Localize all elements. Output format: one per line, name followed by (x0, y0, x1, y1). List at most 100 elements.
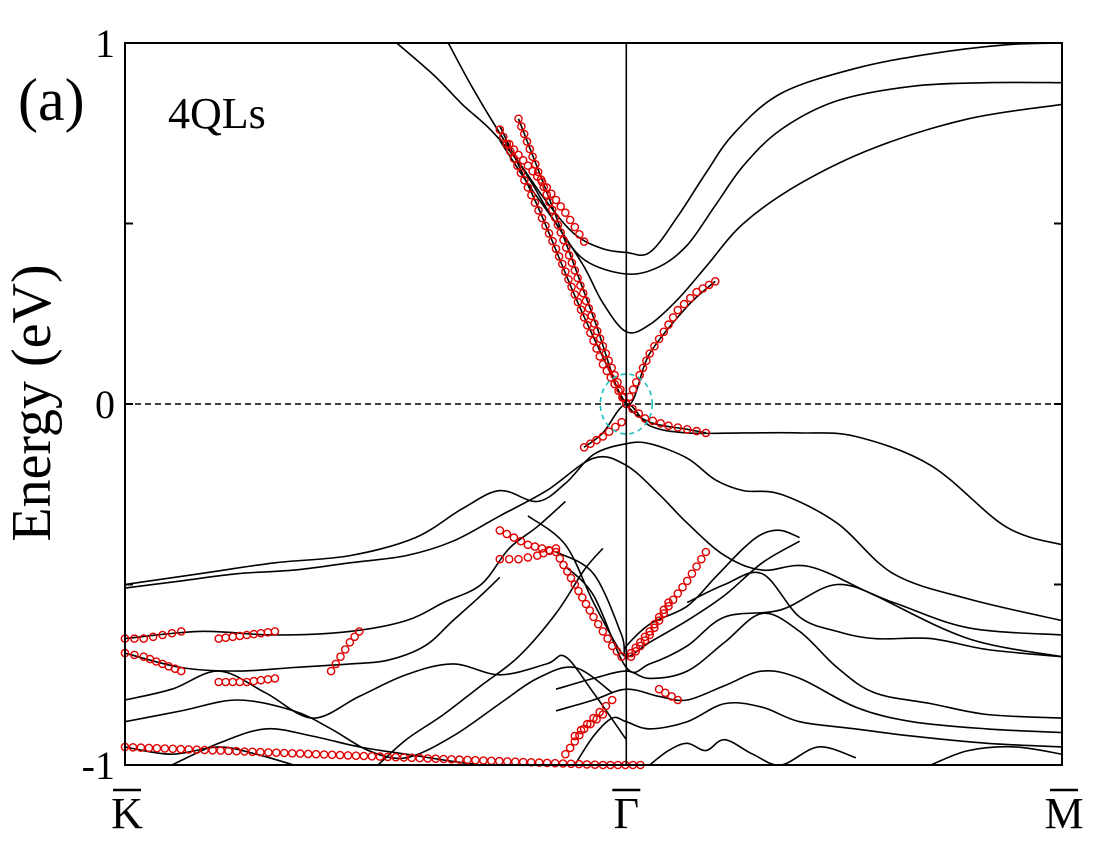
weighted-state-marker (628, 385, 638, 394)
weighted-state-marker (555, 554, 565, 563)
weighted-state-marker (563, 567, 572, 576)
weighted-state-marker (541, 221, 550, 231)
weighted-state-marker (528, 152, 537, 161)
band-line-18 (686, 571, 1062, 658)
weighted-state-marker (678, 582, 687, 592)
weighted-state-marker (640, 414, 650, 423)
y-axis-ticks: 1 0 -1 (82, 21, 1062, 788)
weighted-state-marker (495, 554, 505, 564)
weighted-state-marker (513, 161, 522, 170)
weighted-state-marker (664, 598, 673, 607)
weighted-state-marker (553, 220, 563, 230)
k-point-text: K (111, 789, 143, 838)
weighted-state-marker (176, 744, 186, 754)
weighted-state-marker (495, 526, 505, 535)
weighted-state-marker (527, 190, 536, 200)
weighted-state-marker (559, 235, 568, 245)
panel-label: (a) (18, 67, 85, 133)
weighted-state-marker (612, 647, 622, 656)
weighted-state-marker (570, 222, 580, 232)
weighted-state-marker (311, 749, 321, 759)
weighted-state-marker (576, 305, 586, 315)
weighted-state-marker (471, 755, 480, 765)
weighted-state-marker (659, 327, 669, 337)
weighted-state-marker (573, 273, 582, 283)
weighted-state-marker (455, 755, 464, 764)
weighted-state-marker (561, 749, 570, 759)
weighted-state-marker (564, 250, 574, 260)
weighted-state-marker (326, 666, 336, 676)
weighted-state-marker (176, 666, 186, 676)
weighted-state-marker (547, 189, 556, 198)
weighted-state-marker (502, 529, 512, 539)
weighted-state-marker (565, 215, 575, 225)
weighted-state-marker (537, 177, 547, 187)
weighted-state-marker (650, 341, 659, 351)
weighted-state-marker (654, 334, 664, 344)
weighted-state-marker (634, 409, 644, 418)
weighted-state-marker (704, 280, 714, 290)
k-point-label-1: Γ (612, 788, 641, 838)
band-line-23 (930, 745, 1062, 765)
weighted-state-marker (564, 274, 573, 284)
weighted-state-marker (542, 758, 552, 768)
weighted-state-marker (632, 377, 641, 387)
weighted-state-marker (530, 198, 540, 207)
weighted-state-marker (139, 634, 148, 643)
weighted-state-marker (697, 554, 706, 564)
weighted-state-marker (576, 281, 585, 290)
layer-count-annotation: 4QLs (168, 89, 266, 138)
weighted-state-series-9 (495, 526, 626, 662)
weighted-state-marker (648, 416, 658, 426)
weighted-state-marker (270, 674, 280, 683)
weighted-state-series-7 (214, 674, 280, 687)
weighted-state-marker (327, 750, 337, 760)
band-line-19 (555, 612, 1062, 719)
weighted-state-marker (136, 743, 146, 752)
weighted-state-marker (534, 206, 543, 215)
band-line-2 (499, 103, 1062, 334)
weighted-state-marker (523, 553, 533, 562)
weighted-state-marker (701, 428, 711, 438)
weighted-state-marker (562, 243, 571, 252)
k-point-label-0: K (111, 788, 143, 838)
weighted-state-marker (375, 752, 385, 761)
weighted-state-marker (679, 299, 689, 309)
y-tick-label: -1 (82, 743, 115, 788)
weighted-state-marker (335, 750, 345, 760)
weighted-state-marker (518, 155, 528, 165)
weighted-state-marker (673, 695, 683, 705)
weighted-state-marker (701, 547, 711, 557)
weighted-state-series-1 (514, 114, 720, 409)
band-line-0 (396, 43, 1062, 256)
weighted-state-marker (354, 627, 364, 636)
weighted-state-marker (542, 183, 552, 192)
weighted-state-marker (626, 648, 636, 658)
weighted-state-marker (668, 595, 678, 605)
weighted-state-marker (287, 749, 297, 758)
weighted-state-marker (673, 305, 683, 315)
band-line-5 (583, 403, 1062, 546)
weighted-state-marker (214, 634, 223, 643)
weighted-state-marker (498, 132, 508, 142)
weighted-state-marker (558, 759, 568, 768)
weighted-state-marker (168, 744, 178, 754)
weighted-state-marker (399, 753, 409, 762)
weighted-state-marker (692, 287, 701, 297)
band-line-8 (125, 500, 566, 640)
weighted-state-marker (528, 166, 537, 176)
weighted-state-marker (232, 746, 241, 756)
weighted-state-marker (551, 547, 561, 557)
weighted-state-marker (221, 633, 230, 643)
weighted-state-marker (256, 628, 266, 638)
weighted-state-marker (604, 427, 614, 437)
band-line-10 (125, 654, 627, 741)
weighted-state-marker (579, 237, 589, 246)
weighted-state-marker (592, 326, 602, 336)
weighted-state-marker (224, 746, 233, 756)
weighted-state-marker (537, 544, 547, 553)
weighted-state-marker (391, 752, 401, 762)
weighted-state-series-6 (120, 648, 186, 676)
weighted-state-marker (570, 737, 580, 746)
